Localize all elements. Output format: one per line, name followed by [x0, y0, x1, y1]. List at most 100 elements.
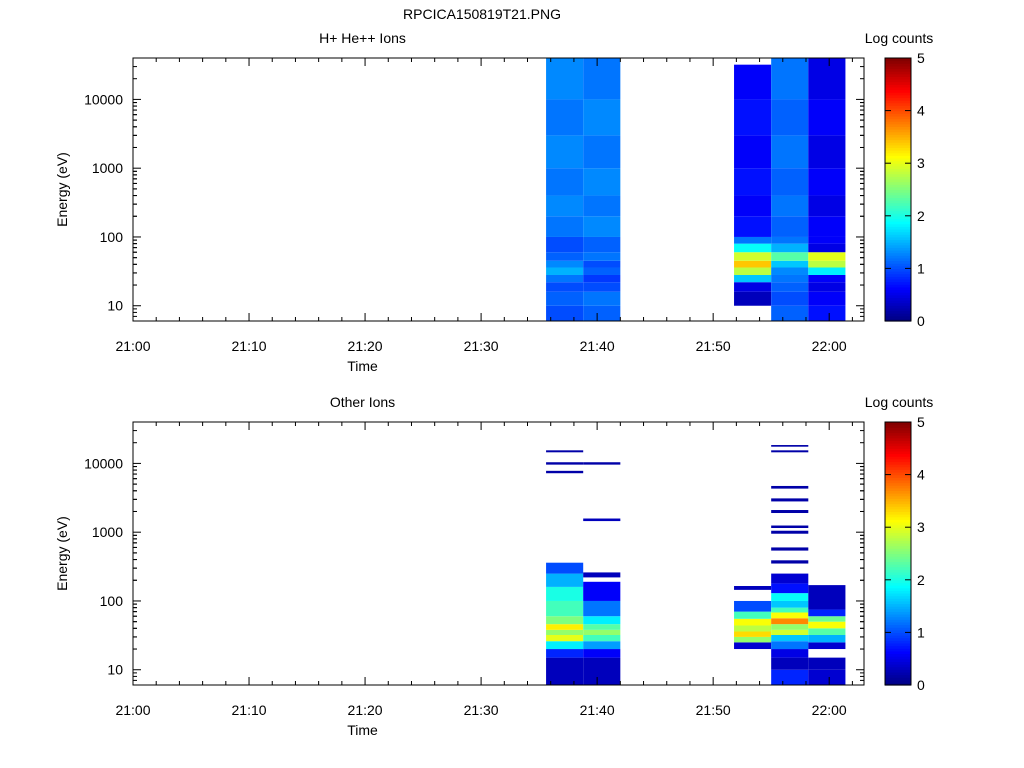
colorbar-segment — [885, 682, 911, 686]
colorbar-segment — [885, 100, 911, 104]
heatmap-cell — [808, 282, 846, 292]
heatmap-cell — [771, 573, 809, 584]
colorbar-segment — [885, 207, 911, 212]
colorbar-segment — [885, 466, 911, 470]
heatmap-cell — [583, 291, 621, 306]
colorbar-segment — [885, 556, 911, 560]
colorbar-segment — [885, 453, 911, 457]
colorbar-segment — [885, 653, 911, 657]
heatmap-cell — [583, 267, 621, 275]
heatmap-cell — [771, 624, 809, 630]
y-tick-label: 10 — [107, 298, 123, 314]
colorbar-segment — [885, 585, 911, 589]
y-tick-label: 1000 — [92, 524, 123, 540]
colorbar-segment — [885, 318, 911, 322]
colorbar-segment — [885, 503, 911, 507]
colorbar-segment — [885, 669, 911, 673]
heatmap-cell — [583, 518, 621, 522]
colorbar-segment — [885, 521, 911, 526]
heatmap-cell — [771, 291, 809, 306]
colorbar-segment — [885, 487, 911, 491]
heatmap-cell — [734, 243, 772, 253]
heatmap-cell — [771, 445, 809, 447]
x-tick-label: 21:50 — [696, 702, 731, 718]
heatmap-cell — [546, 291, 584, 306]
colorbar: 0 1 2 3 4 5 Log counts — [865, 394, 934, 693]
colorbar-segment — [885, 561, 911, 565]
heatmap-cell — [583, 236, 621, 253]
colorbar-segment — [885, 650, 911, 655]
heatmap-cell — [771, 612, 809, 619]
colorbar-segment — [885, 511, 911, 515]
plot-frame — [132, 57, 865, 322]
colorbar-segment — [885, 115, 911, 120]
colorbar-segment — [885, 221, 911, 225]
heatmap-cell — [546, 470, 584, 474]
heatmap-cell — [808, 135, 846, 169]
heatmap-cell — [546, 600, 584, 617]
colorbar-segment — [885, 482, 911, 486]
colorbar-segment — [885, 236, 911, 241]
colorbar-segment — [885, 215, 911, 220]
colorbar-segment — [885, 210, 911, 214]
colorbar-segment — [885, 516, 911, 520]
heatmap-cell — [734, 636, 772, 643]
heatmap-cell — [771, 168, 809, 196]
colorbar-segment — [885, 577, 911, 581]
colorbar-segment — [885, 508, 911, 513]
colorbar-segment — [885, 302, 911, 306]
colorbar-segment — [885, 63, 911, 67]
colorbar-segment — [885, 305, 911, 309]
colorbar-segment — [885, 86, 911, 91]
heatmap-cell — [546, 573, 584, 587]
chart-panel-2: 21:00 21:10 21:20 21:30 21:40 21:50 22:00 Time 1… — [54, 394, 933, 738]
heatmap-cell — [583, 195, 621, 217]
heatmap-cell — [771, 525, 809, 529]
colorbar-segment — [885, 276, 911, 280]
colorbar-segment — [885, 661, 911, 665]
x-axis-label: Time — [347, 722, 378, 738]
x-tick-label: 21:00 — [115, 702, 150, 718]
heatmap-cell — [583, 641, 621, 650]
heatmap-cell — [734, 168, 772, 196]
colorbar-segment — [885, 422, 911, 426]
heatmap-cell — [771, 618, 809, 625]
colorbar-segment — [885, 619, 911, 623]
colorbar-segment — [885, 616, 911, 620]
heatmap-cell — [771, 560, 809, 564]
colorbar-segment — [885, 640, 911, 644]
x-tick-label: 21:40 — [580, 338, 615, 354]
colorbar-segment — [885, 666, 911, 670]
colorbar-segment — [885, 189, 911, 193]
colorbar-segment — [885, 73, 911, 78]
colorbar-segment — [885, 485, 911, 489]
colorbar-segment — [885, 242, 911, 246]
colorbar-segment — [885, 271, 911, 275]
colorbar-segment — [885, 600, 911, 605]
heatmap-cell — [546, 282, 584, 292]
colorbar-segment — [885, 598, 911, 602]
heatmap-cell — [546, 236, 584, 253]
heatmap-cell — [546, 274, 584, 283]
heatmap-cell — [546, 562, 584, 574]
heatmap-cell — [808, 267, 846, 275]
colorbar-segment — [885, 611, 911, 615]
colorbar-segment — [885, 448, 911, 452]
colorbar-segment — [885, 281, 911, 285]
heatmap-cell — [734, 64, 772, 100]
colorbar-segment — [885, 273, 911, 277]
heatmap-cell — [808, 260, 846, 268]
colorbar-segment — [885, 307, 911, 312]
heatmap-cell — [583, 282, 621, 292]
heatmap-cell — [771, 195, 809, 217]
colorbar-segment — [885, 239, 911, 243]
heatmap-cell — [583, 99, 621, 136]
colorbar-segment — [885, 121, 911, 125]
heatmap-cell — [546, 135, 584, 169]
colorbar-segment — [885, 257, 911, 262]
colorbar-segment — [885, 155, 911, 159]
heatmap-cell — [808, 195, 846, 217]
y-tick-label: 100 — [100, 593, 124, 609]
heatmap-cell — [808, 621, 846, 629]
